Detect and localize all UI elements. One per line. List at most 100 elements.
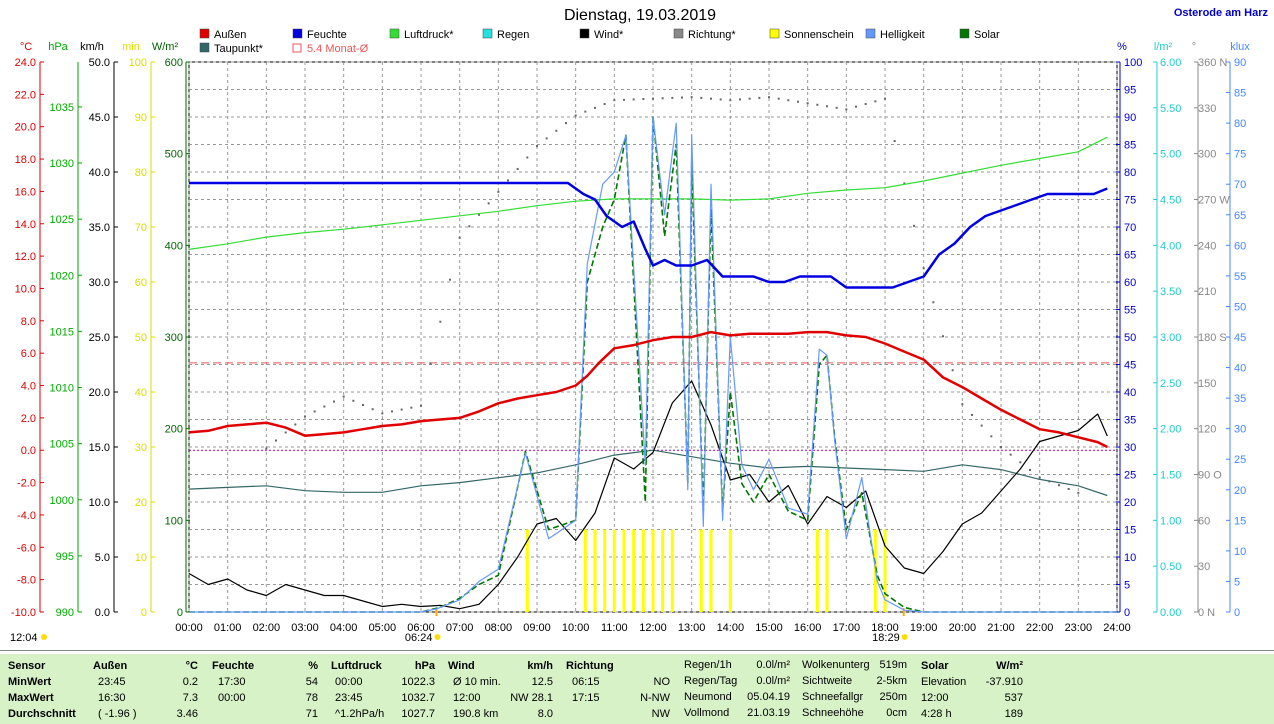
deg-axis-label: 60: [1198, 515, 1210, 527]
brightness-line: [189, 116, 1117, 613]
direction-point: [333, 400, 335, 403]
temp-axis-label: 4.0: [21, 381, 36, 393]
temp-axis-label: -10.0: [11, 607, 36, 619]
direction-point: [729, 99, 732, 102]
temp-axis-label: 22.0: [15, 89, 36, 101]
lm2-axis-label: 0.50: [1160, 561, 1181, 573]
sunshine-bar: [728, 529, 732, 612]
min-axis-label: 10: [135, 552, 147, 564]
kmh-axis-label: 10.0: [89, 497, 110, 509]
wind-line: [188, 380, 1108, 610]
wind-value: 12.5: [531, 676, 553, 688]
aussen-time: 16:30: [98, 692, 126, 704]
direction-point: [362, 403, 364, 406]
pct-axis-label: 25: [1124, 470, 1136, 482]
kmh-axis-label: 15.0: [89, 442, 110, 454]
axis-unit: min: [122, 41, 140, 53]
misc-label: Vollmond: [684, 707, 730, 719]
legend-label: Außen: [214, 29, 246, 41]
x-tick-label: 07:00: [446, 622, 474, 634]
pct-axis-label: 40: [1124, 387, 1136, 399]
moon-time: 12:04: [10, 632, 38, 644]
direction-point: [487, 202, 490, 205]
temp-axis-label: 14.0: [15, 219, 36, 231]
direction-point: [806, 102, 809, 105]
sunshine-bar: [883, 529, 887, 612]
direction-point: [574, 114, 577, 117]
axis-unit: °C: [20, 41, 32, 53]
kmh-axis-label: 45.0: [89, 112, 110, 124]
min-axis-label: 20: [135, 497, 147, 509]
min-axis-label: 70: [135, 222, 147, 234]
deg-axis-label: 270 W: [1198, 195, 1230, 207]
legend-label: Wind*: [594, 29, 624, 41]
klux-axis-label: 50: [1234, 301, 1246, 313]
sunshine-bar: [583, 529, 587, 612]
deg-axis-label: 180 S: [1198, 332, 1227, 344]
direction-point: [990, 435, 993, 438]
direction-point: [536, 145, 538, 148]
direction-point: [661, 97, 664, 100]
direction-point: [458, 236, 461, 239]
luftdruck-value: 1027.7: [401, 708, 435, 720]
temp-axis-label: 6.0: [21, 348, 36, 360]
lm2-axis-label: 2.00: [1160, 424, 1181, 436]
direction-point: [961, 403, 964, 406]
axis-unit: W/m²: [152, 41, 179, 53]
direction-point: [932, 301, 935, 304]
kmh-axis-label: 5.0: [95, 552, 110, 564]
legend-label: Richtung*: [688, 29, 736, 41]
klux-axis-label: 25: [1234, 454, 1246, 466]
klux-axis-label: 40: [1234, 363, 1246, 375]
direction-point: [381, 412, 384, 415]
direction-point: [739, 98, 741, 101]
x-tick-label: 23:00: [1065, 622, 1093, 634]
kmh-axis-label: 50.0: [89, 57, 110, 69]
deg-axis-label: 0 N: [1198, 607, 1215, 619]
wm2-axis-label: 100: [165, 515, 183, 527]
wind-time: 12:00: [453, 692, 481, 704]
aussen-value: 7.3: [182, 692, 198, 704]
pct-axis-label: 60: [1124, 277, 1136, 289]
klux-axis-label: 80: [1234, 118, 1246, 130]
hpa-axis-label: 1020: [50, 270, 74, 282]
direction-point: [313, 410, 316, 413]
min-axis-label: 60: [135, 277, 147, 289]
direction-point: [893, 140, 896, 143]
direction-point: [748, 97, 751, 100]
klux-axis-label: 35: [1234, 393, 1246, 405]
temp-axis-label: 12.0: [15, 251, 36, 263]
direction-point: [816, 103, 819, 106]
hpa-axis-label: 990: [56, 607, 74, 619]
richtung-value: NO: [653, 676, 671, 688]
axis-unit: km/h: [80, 41, 104, 53]
x-tick-label: 02:00: [253, 622, 281, 634]
direction-point: [903, 182, 906, 185]
legend-label: Solar: [974, 29, 1000, 41]
hpa-axis-label: 1005: [50, 439, 74, 451]
weather-chart: Dienstag, 19.03.2019 Osterode am Harz Au…: [10, 7, 1269, 644]
direction-point: [478, 213, 480, 216]
pct-axis-label: 0: [1124, 607, 1130, 619]
klux-axis-label: 85: [1234, 88, 1246, 100]
legend-label: Helligkeit: [880, 29, 925, 41]
hpa-axis-label: 1010: [50, 383, 74, 395]
location-label: Osterode am Harz: [1174, 7, 1269, 19]
temp-axis-label: 18.0: [15, 154, 36, 166]
pct-axis-label: 20: [1124, 497, 1136, 509]
min-axis-label: 50: [135, 332, 147, 344]
legend-label: Feuchte: [307, 29, 347, 41]
x-tick-label: 21:00: [987, 622, 1015, 634]
direction-point: [710, 97, 712, 100]
solar-time: 4:28 h: [921, 708, 952, 720]
wm2-axis-label: 400: [165, 240, 183, 252]
x-tick-label: 19:00: [910, 622, 938, 634]
direction-point: [439, 320, 442, 323]
legend-swatch: [292, 28, 303, 39]
hpa-axis-label: 995: [56, 551, 74, 563]
klux-axis-label: 10: [1234, 546, 1246, 558]
outside-temp-line: [188, 330, 1108, 449]
x-tick-label: 17:00: [833, 622, 861, 634]
direction-point: [826, 105, 828, 108]
min-axis-label: 90: [135, 112, 147, 124]
